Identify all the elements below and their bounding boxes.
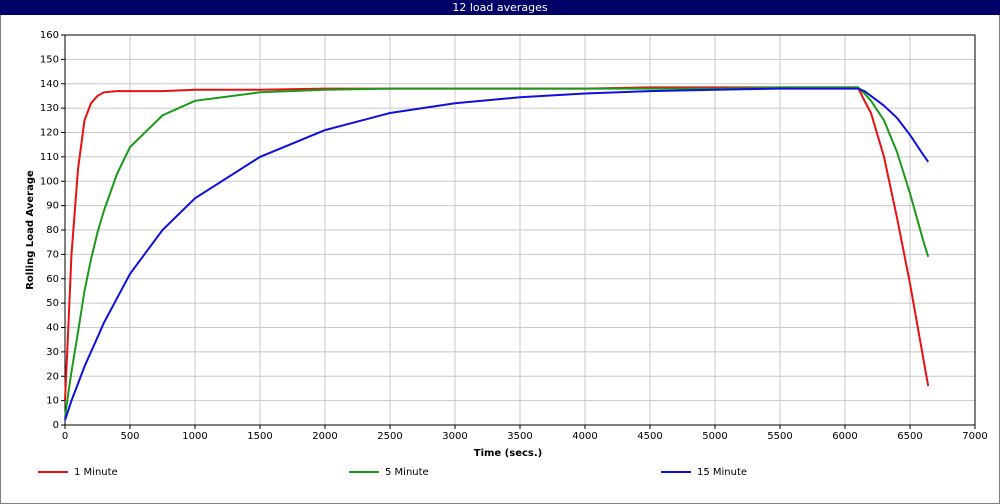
legend-label: 5 Minute xyxy=(385,467,429,478)
chart-title: 12 load averages xyxy=(452,1,548,14)
x-tick-label: 6000 xyxy=(832,431,857,442)
legend-label: 1 Minute xyxy=(74,467,118,478)
y-tick-label: 80 xyxy=(46,225,59,236)
y-tick-label: 100 xyxy=(40,176,59,187)
x-tick-label: 5500 xyxy=(767,431,792,442)
y-tick-label: 150 xyxy=(40,54,59,65)
legend-label: 15 Minute xyxy=(697,467,747,478)
y-tick-label: 120 xyxy=(40,128,59,139)
x-tick-label: 4500 xyxy=(637,431,662,442)
y-tick-label: 140 xyxy=(40,79,59,90)
x-tick-label: 2500 xyxy=(377,431,402,442)
y-tick-label: 0 xyxy=(53,420,59,431)
plot-frame xyxy=(64,34,976,426)
y-tick-label: 110 xyxy=(40,152,59,163)
x-tick-label: 3000 xyxy=(442,431,467,442)
x-axis-label: Time (secs.) xyxy=(474,448,543,459)
y-tick-label: 40 xyxy=(46,323,59,334)
y-axis-label: Rolling Load Average xyxy=(25,170,36,290)
series-line xyxy=(64,86,930,418)
y-tick-label: 50 xyxy=(46,298,59,309)
y-tick-label: 30 xyxy=(46,347,59,358)
x-tick-label: 1500 xyxy=(247,431,272,442)
y-tick-label: 70 xyxy=(46,249,59,260)
x-tick-label: 5000 xyxy=(702,431,727,442)
x-tick-label: 1000 xyxy=(182,431,207,442)
y-tick-label: 60 xyxy=(46,274,59,285)
y-tick-label: 20 xyxy=(46,371,59,382)
x-tick-label: 3500 xyxy=(507,431,532,442)
x-tick-label: 7000 xyxy=(962,431,987,442)
y-tick-label: 90 xyxy=(46,201,59,212)
x-tick-label: 6500 xyxy=(897,431,922,442)
y-tick-label: 10 xyxy=(46,396,59,407)
x-tick-label: 0 xyxy=(62,431,68,442)
x-tick-label: 500 xyxy=(120,431,139,442)
y-tick-label: 160 xyxy=(40,30,59,41)
x-tick-label: 4000 xyxy=(572,431,597,442)
title-bar xyxy=(0,0,1000,15)
y-tick-label: 130 xyxy=(40,103,59,114)
series-line xyxy=(64,87,930,421)
x-tick-label: 2000 xyxy=(312,431,337,442)
